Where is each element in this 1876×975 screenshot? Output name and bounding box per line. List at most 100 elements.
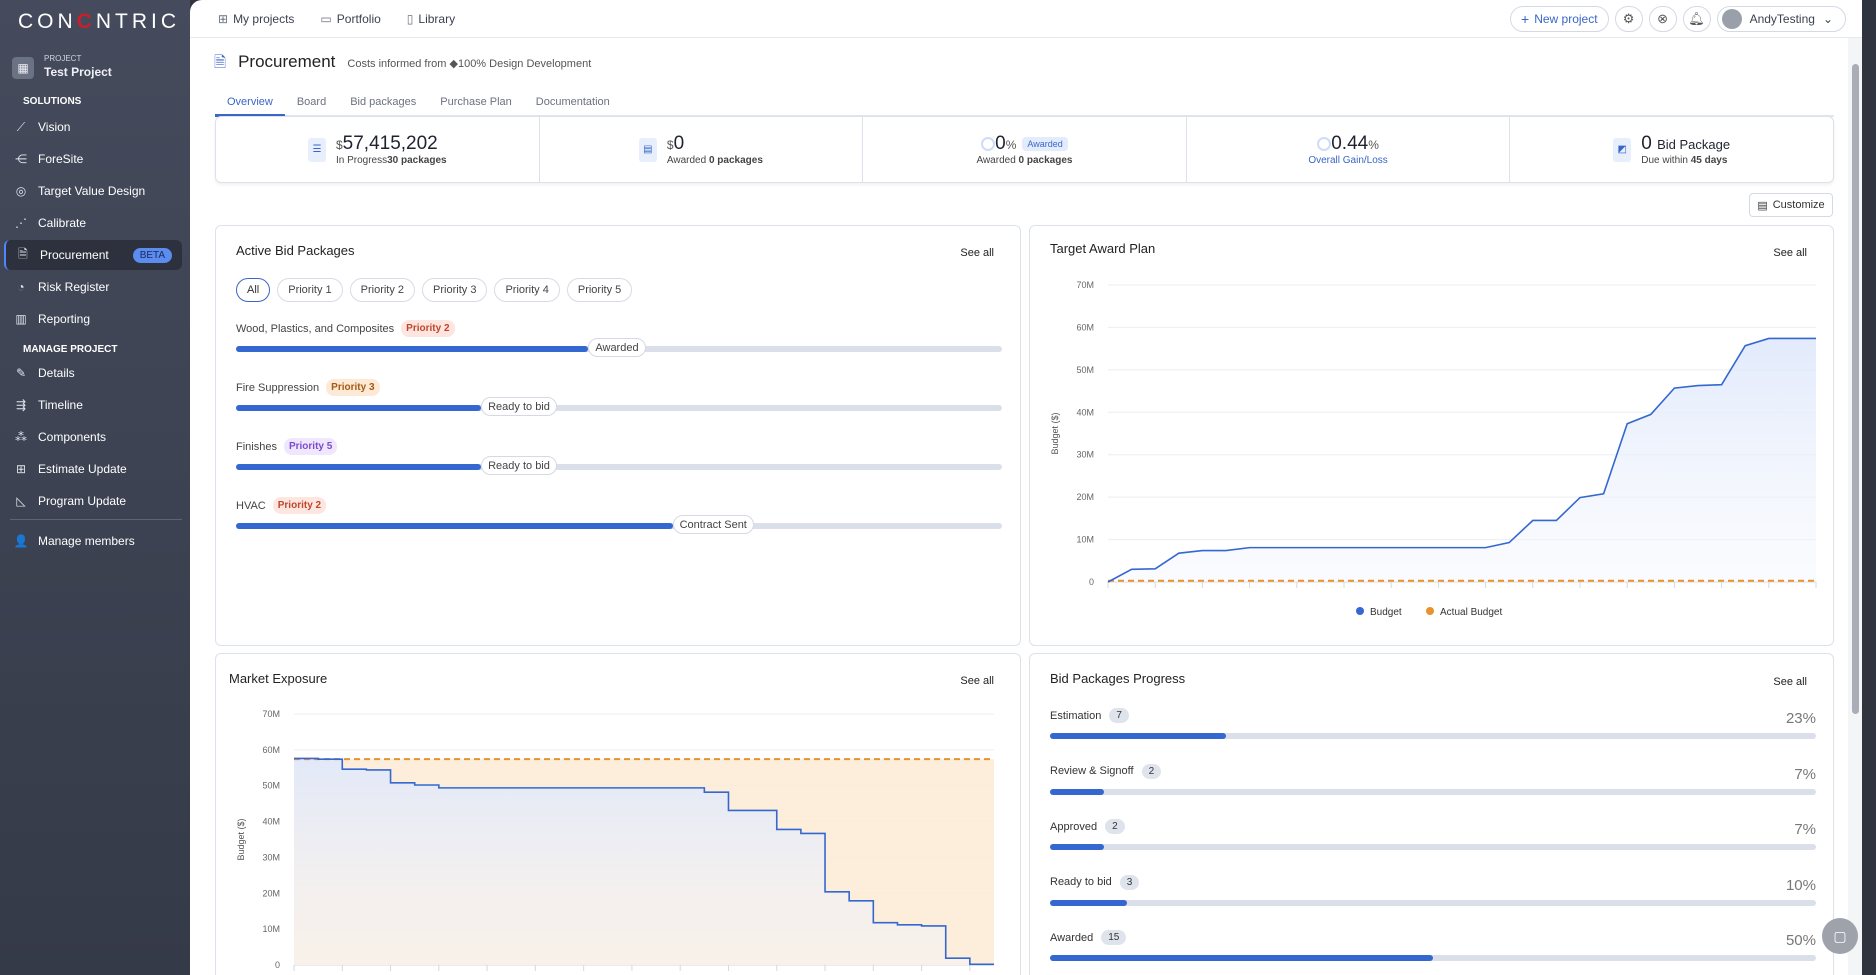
y-axis-label: Budget ($) <box>236 818 246 860</box>
briefcase-icon: ▭ <box>320 11 332 26</box>
y-tick-label: 40M <box>1076 407 1094 417</box>
filter-chip-priority-5[interactable]: Priority 5 <box>566 278 633 302</box>
budget-area <box>1108 338 1816 582</box>
branch-icon: ⋲ <box>15 152 27 166</box>
target-icon: ◎ <box>15 184 27 198</box>
y-tick-label: 50M <box>262 781 280 791</box>
filter-chip-priority-2[interactable]: Priority 2 <box>349 278 416 302</box>
source-link[interactable]: 100% Design Development <box>457 58 592 70</box>
filter-chip-priority-3[interactable]: Priority 3 <box>422 278 488 302</box>
scrollbar-thumb[interactable] <box>1852 64 1859 714</box>
sidebar-item-reporting[interactable]: ▥ Reporting <box>4 304 182 334</box>
see-all-link[interactable]: See all <box>960 247 994 259</box>
sidebar-item-target-value-design[interactable]: ◎ Target Value Design <box>4 176 182 206</box>
help-button[interactable]: ⊗ <box>1648 6 1677 32</box>
progress-fill <box>236 346 589 352</box>
package-name: Fire Suppression <box>236 381 320 394</box>
tab-board[interactable]: Board <box>296 96 327 108</box>
tab-documentation[interactable]: Documentation <box>535 96 610 108</box>
sidebar-item-procurement[interactable]: 🗎 Procurement BETA <box>4 240 182 270</box>
package-name: Finishes <box>236 440 277 453</box>
package-name: HVAC <box>236 499 266 512</box>
sidebar-item-details[interactable]: ✎ Details <box>4 358 182 388</box>
user-name: AndyTesting <box>1749 12 1815 26</box>
user-menu[interactable]: AndyTesting ⌄ <box>1716 6 1846 32</box>
tab-bid-packages[interactable]: Bid packages <box>350 96 417 108</box>
bid-package-item[interactable]: Wood, Plastics, and Composites Priority 2… <box>236 320 1002 357</box>
concentric-logo[interactable]: CONCNTRIC <box>18 10 181 33</box>
progress-track <box>1050 899 1816 906</box>
document-check-icon: 🗎 <box>18 246 28 261</box>
count-badge: 3 <box>1119 874 1140 890</box>
kpi-extra: 45 days <box>1690 155 1728 166</box>
top-bar: ⊞ My projects ▭ Portfolio ▯ Library + New pr… <box>190 0 1862 38</box>
stage-label: Awarded <box>588 338 646 357</box>
sidebar-item-foresite[interactable]: ⋲ ForeSite <box>4 144 182 174</box>
filter-chip-priority-1[interactable]: Priority 1 <box>277 278 343 302</box>
budget-area <box>294 758 994 965</box>
filter-chip-priority-4[interactable]: Priority 4 <box>494 278 560 302</box>
legend-budget-marker <box>1356 607 1364 615</box>
progress-fill <box>1050 955 1433 961</box>
customize-button[interactable]: ▤ Customize <box>1749 193 1833 217</box>
see-all-link[interactable]: See all <box>960 675 994 687</box>
sidebar-item-program-update[interactable]: ◺ Program Update <box>4 486 182 516</box>
project-selector[interactable]: ▦ PROJECT Test Project <box>12 54 112 81</box>
kpi-gain-loss: 0.44% Overall Gain/Loss <box>1187 117 1511 182</box>
tab-purchase-plan[interactable]: Purchase Plan <box>440 96 512 108</box>
card-title: Active Bid Packages <box>236 243 355 258</box>
progress-track <box>1050 733 1816 739</box>
progress-row: Estimation 7 23% <box>1050 708 1816 739</box>
sidebar-item-components[interactable]: ⁂ Components <box>4 422 182 452</box>
settings-button[interactable]: ⚙ <box>1614 6 1643 32</box>
calculator-icon: ⊞ <box>15 462 27 476</box>
notifications-button[interactable]: 🔔︎ <box>1682 6 1711 32</box>
stage-label: Contract Sent <box>672 515 754 534</box>
kpi-label: Awarded <box>976 155 1016 166</box>
bid-package-item[interactable]: HVAC Priority 2 Contract Sent <box>236 497 1002 534</box>
sidebar-item-estimate-update[interactable]: ⊞ Estimate Update <box>4 454 182 484</box>
y-tick-label: 60M <box>262 745 280 755</box>
sidebar-item-vision[interactable]: ⟋ Vision <box>4 112 182 142</box>
sidebar-item-label: Target Value Design <box>38 184 146 198</box>
filter-chip-all[interactable]: All <box>236 278 271 302</box>
sidebar-item-label: Timeline <box>38 398 83 412</box>
nav-portfolio[interactable]: ▭ Portfolio <box>320 12 380 26</box>
sidebar-item-label: Program Update <box>38 494 127 508</box>
new-project-button[interactable]: + New project <box>1510 6 1609 32</box>
checklist-icon: ☰ <box>307 137 326 162</box>
bid-package-item[interactable]: Fire Suppression Priority 3 Ready to bid <box>236 379 1002 416</box>
tab-overview[interactable]: Overview <box>215 94 285 117</box>
customize-label: Customize <box>1772 199 1825 211</box>
currency: $ <box>666 138 674 152</box>
nav-library[interactable]: ▯ Library <box>407 12 455 26</box>
kpi-in-progress: ☰ $57,415,202 In Progress30 packages <box>216 117 540 182</box>
sidebar-item-calibrate[interactable]: ⋰ Calibrate <box>4 208 182 238</box>
y-tick-label: 20M <box>1076 492 1094 502</box>
manage-project-heading: MANAGE PROJECT <box>23 344 118 355</box>
plus-icon: + <box>1521 11 1530 27</box>
grid-icon: ⊞ <box>218 11 229 26</box>
kpi-extra: 30 packages <box>387 155 447 166</box>
stage-name: Awarded <box>1050 931 1094 944</box>
chat-button[interactable]: ▢ <box>1822 918 1858 954</box>
progress-track <box>1050 844 1816 850</box>
sidebar-item-risk-register[interactable]: ◔ Risk Register <box>4 272 182 302</box>
nav-my-projects[interactable]: ⊞ My projects <box>218 12 294 26</box>
sidebar-item-label: ForeSite <box>38 152 84 166</box>
chevron-down-icon: ⌄ <box>1822 12 1833 26</box>
see-all-link[interactable]: See all <box>1773 247 1807 259</box>
stage-name: Review & Signoff <box>1050 765 1134 777</box>
progress-fill <box>236 464 482 470</box>
see-all-link[interactable]: See all <box>1773 676 1807 688</box>
progress-fill <box>236 405 482 411</box>
bid-package-item[interactable]: Finishes Priority 5 Ready to bid <box>236 438 1002 475</box>
progress-ring-icon <box>981 136 996 151</box>
chart-line-icon: ⟋ <box>16 119 26 134</box>
sidebar-item-label: Manage members <box>38 534 135 548</box>
priority-badge: Priority 3 <box>326 379 380 396</box>
sidebar-item-timeline[interactable]: ⇶ Timeline <box>4 390 182 420</box>
legend-actual-label: Actual Budget <box>1440 607 1502 618</box>
scrollbar[interactable] <box>1848 38 1862 975</box>
sidebar-item-manage-members[interactable]: 👤 Manage members <box>4 526 182 556</box>
